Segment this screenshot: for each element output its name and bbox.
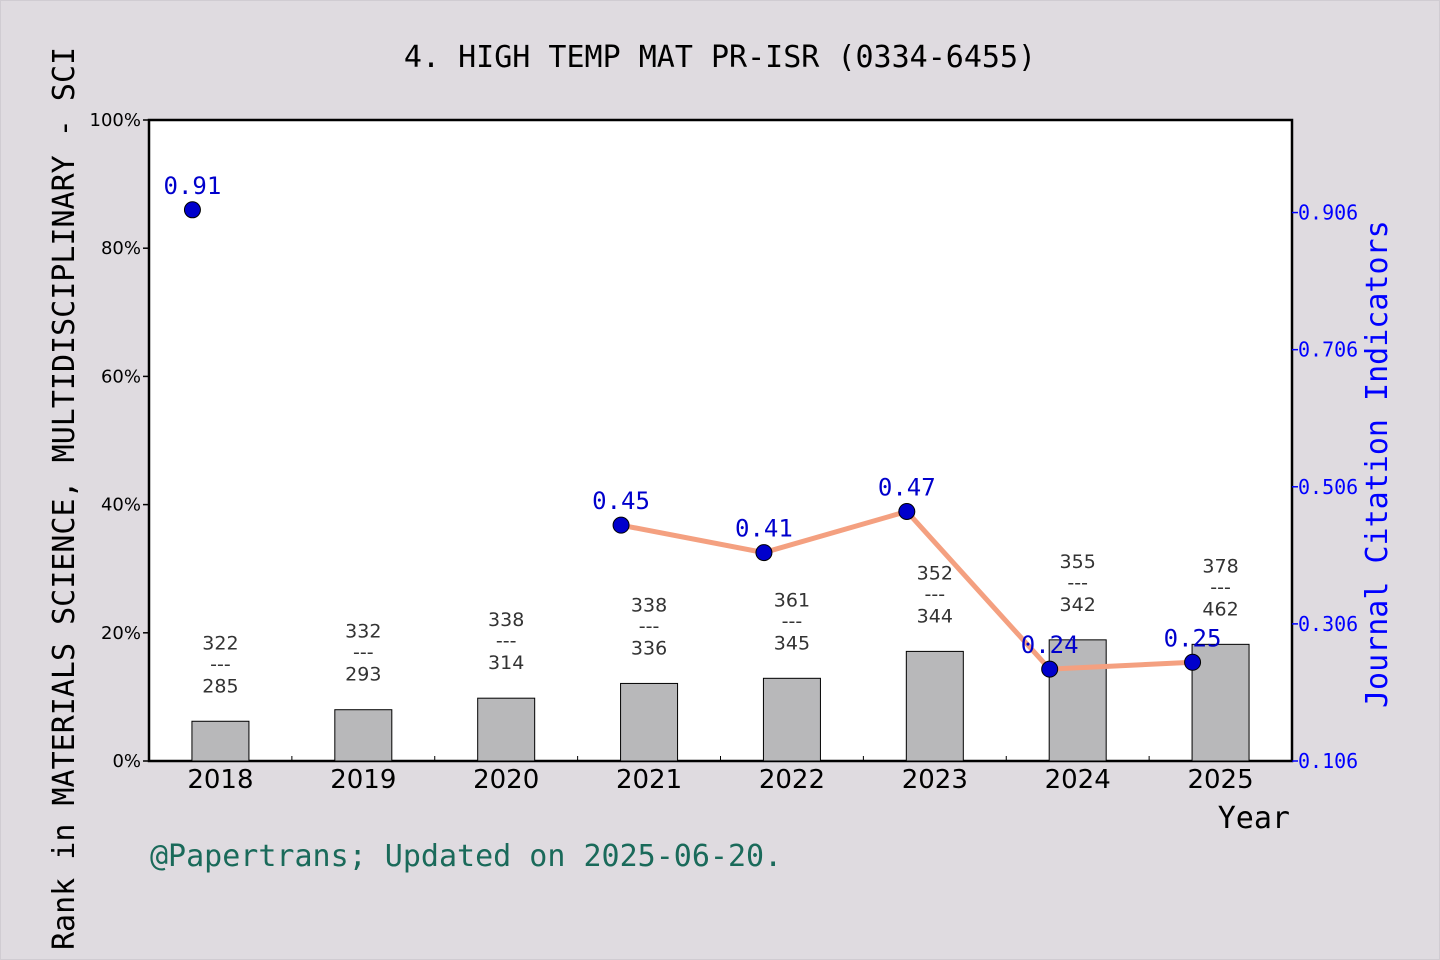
jci-point-2024 [1041, 660, 1059, 678]
rank-bottom-label: 462 [1202, 598, 1238, 620]
rank-bottom-label: 345 [774, 632, 810, 654]
jci-point-2023 [898, 502, 916, 520]
jci-value-label: 0.47 [878, 473, 936, 501]
rank-separator: --- [496, 630, 517, 652]
left-tick-label: 60% [101, 366, 141, 387]
bar-2024 [1048, 639, 1107, 762]
data-labels: 322---285332---293338---314338---336361-… [164, 172, 1239, 697]
jci-point-2021 [612, 516, 630, 534]
bar-2020 [477, 697, 536, 762]
x-tick-label: 2018 [187, 765, 253, 795]
right-tick-label: 0.506 [1298, 475, 1358, 499]
jci-point-2025 [1184, 653, 1202, 671]
x-tick-label: 2024 [1045, 765, 1111, 795]
rank-bottom-label: 336 [631, 637, 667, 659]
jci-value-label: 0.45 [592, 487, 650, 515]
x-tick-label: 2021 [616, 765, 682, 795]
rank-separator: --- [925, 583, 946, 605]
bar-2018 [191, 720, 250, 762]
axes: 0% 20% 40% 60% 80% 100% 0.106 0.306 0.506 0.706 0.… [90, 110, 1359, 795]
rank-top-label: 355 [1060, 551, 1096, 573]
rank-top-label: 352 [917, 562, 953, 584]
jci-value-label: 0.91 [164, 172, 222, 200]
bar-2019 [334, 709, 393, 762]
rank-bottom-label: 344 [917, 605, 953, 627]
bar-2025 [1191, 643, 1250, 762]
x-tick-label: 2023 [902, 765, 968, 795]
rank-top-label: 361 [774, 589, 810, 611]
rank-top-label: 322 [202, 632, 238, 654]
rank-separator: --- [1210, 576, 1231, 598]
right-tick-label: 0.706 [1298, 338, 1358, 362]
rank-separator: --- [1067, 572, 1088, 594]
x-axis-label: Year [1218, 801, 1290, 836]
jci-value-label: 0.24 [1021, 631, 1079, 659]
jci-point-2022 [755, 544, 773, 562]
line-series [183, 201, 1202, 678]
left-tick-label: 20% [101, 623, 141, 644]
right-tick-label: 0.906 [1298, 201, 1358, 225]
right-tick-label: 0.106 [1298, 749, 1358, 773]
left-tick-label: 80% [101, 238, 141, 259]
rank-separator: --- [782, 610, 803, 632]
rank-separator: --- [353, 642, 374, 664]
bar-2022 [762, 677, 821, 762]
jci-value-label: 0.41 [735, 515, 793, 543]
left-tick-label: 0% [112, 751, 141, 772]
rank-separator: --- [639, 615, 660, 637]
x-tick-label: 2025 [1187, 765, 1253, 795]
right-axis-label: Journal Citation Indicators [1360, 220, 1395, 708]
bar-2023 [905, 650, 964, 762]
x-tick-label: 2022 [759, 765, 825, 795]
jci-value-label: 0.25 [1164, 624, 1222, 652]
rank-bottom-label: 285 [202, 675, 238, 697]
bar-series [191, 639, 1250, 762]
rank-bottom-label: 342 [1060, 594, 1096, 616]
x-tick-label: 2020 [473, 765, 539, 795]
rank-top-label: 338 [631, 594, 667, 616]
left-axis-label: Rank in MATERIALS SCIENCE, MULTIDISCIPLI… [47, 47, 82, 950]
rank-bottom-label: 314 [488, 652, 524, 674]
footer-credit: @Papertrans; Updated on 2025-06-20. [150, 839, 782, 874]
left-tick-label: 100% [90, 110, 141, 131]
rank-top-label: 378 [1202, 555, 1238, 577]
left-tick-label: 40% [101, 495, 141, 516]
jci-point-2018 [183, 201, 201, 219]
bar-2021 [620, 682, 679, 762]
right-tick-label: 0.306 [1298, 612, 1358, 636]
rank-top-label: 338 [488, 609, 524, 631]
rank-bottom-label: 293 [345, 664, 381, 686]
rank-top-label: 332 [345, 621, 381, 643]
x-tick-label: 2019 [330, 765, 396, 795]
rank-separator: --- [210, 653, 231, 675]
chart-title: 4. HIGH TEMP MAT PR-ISR (0334-6455) [404, 40, 1036, 75]
